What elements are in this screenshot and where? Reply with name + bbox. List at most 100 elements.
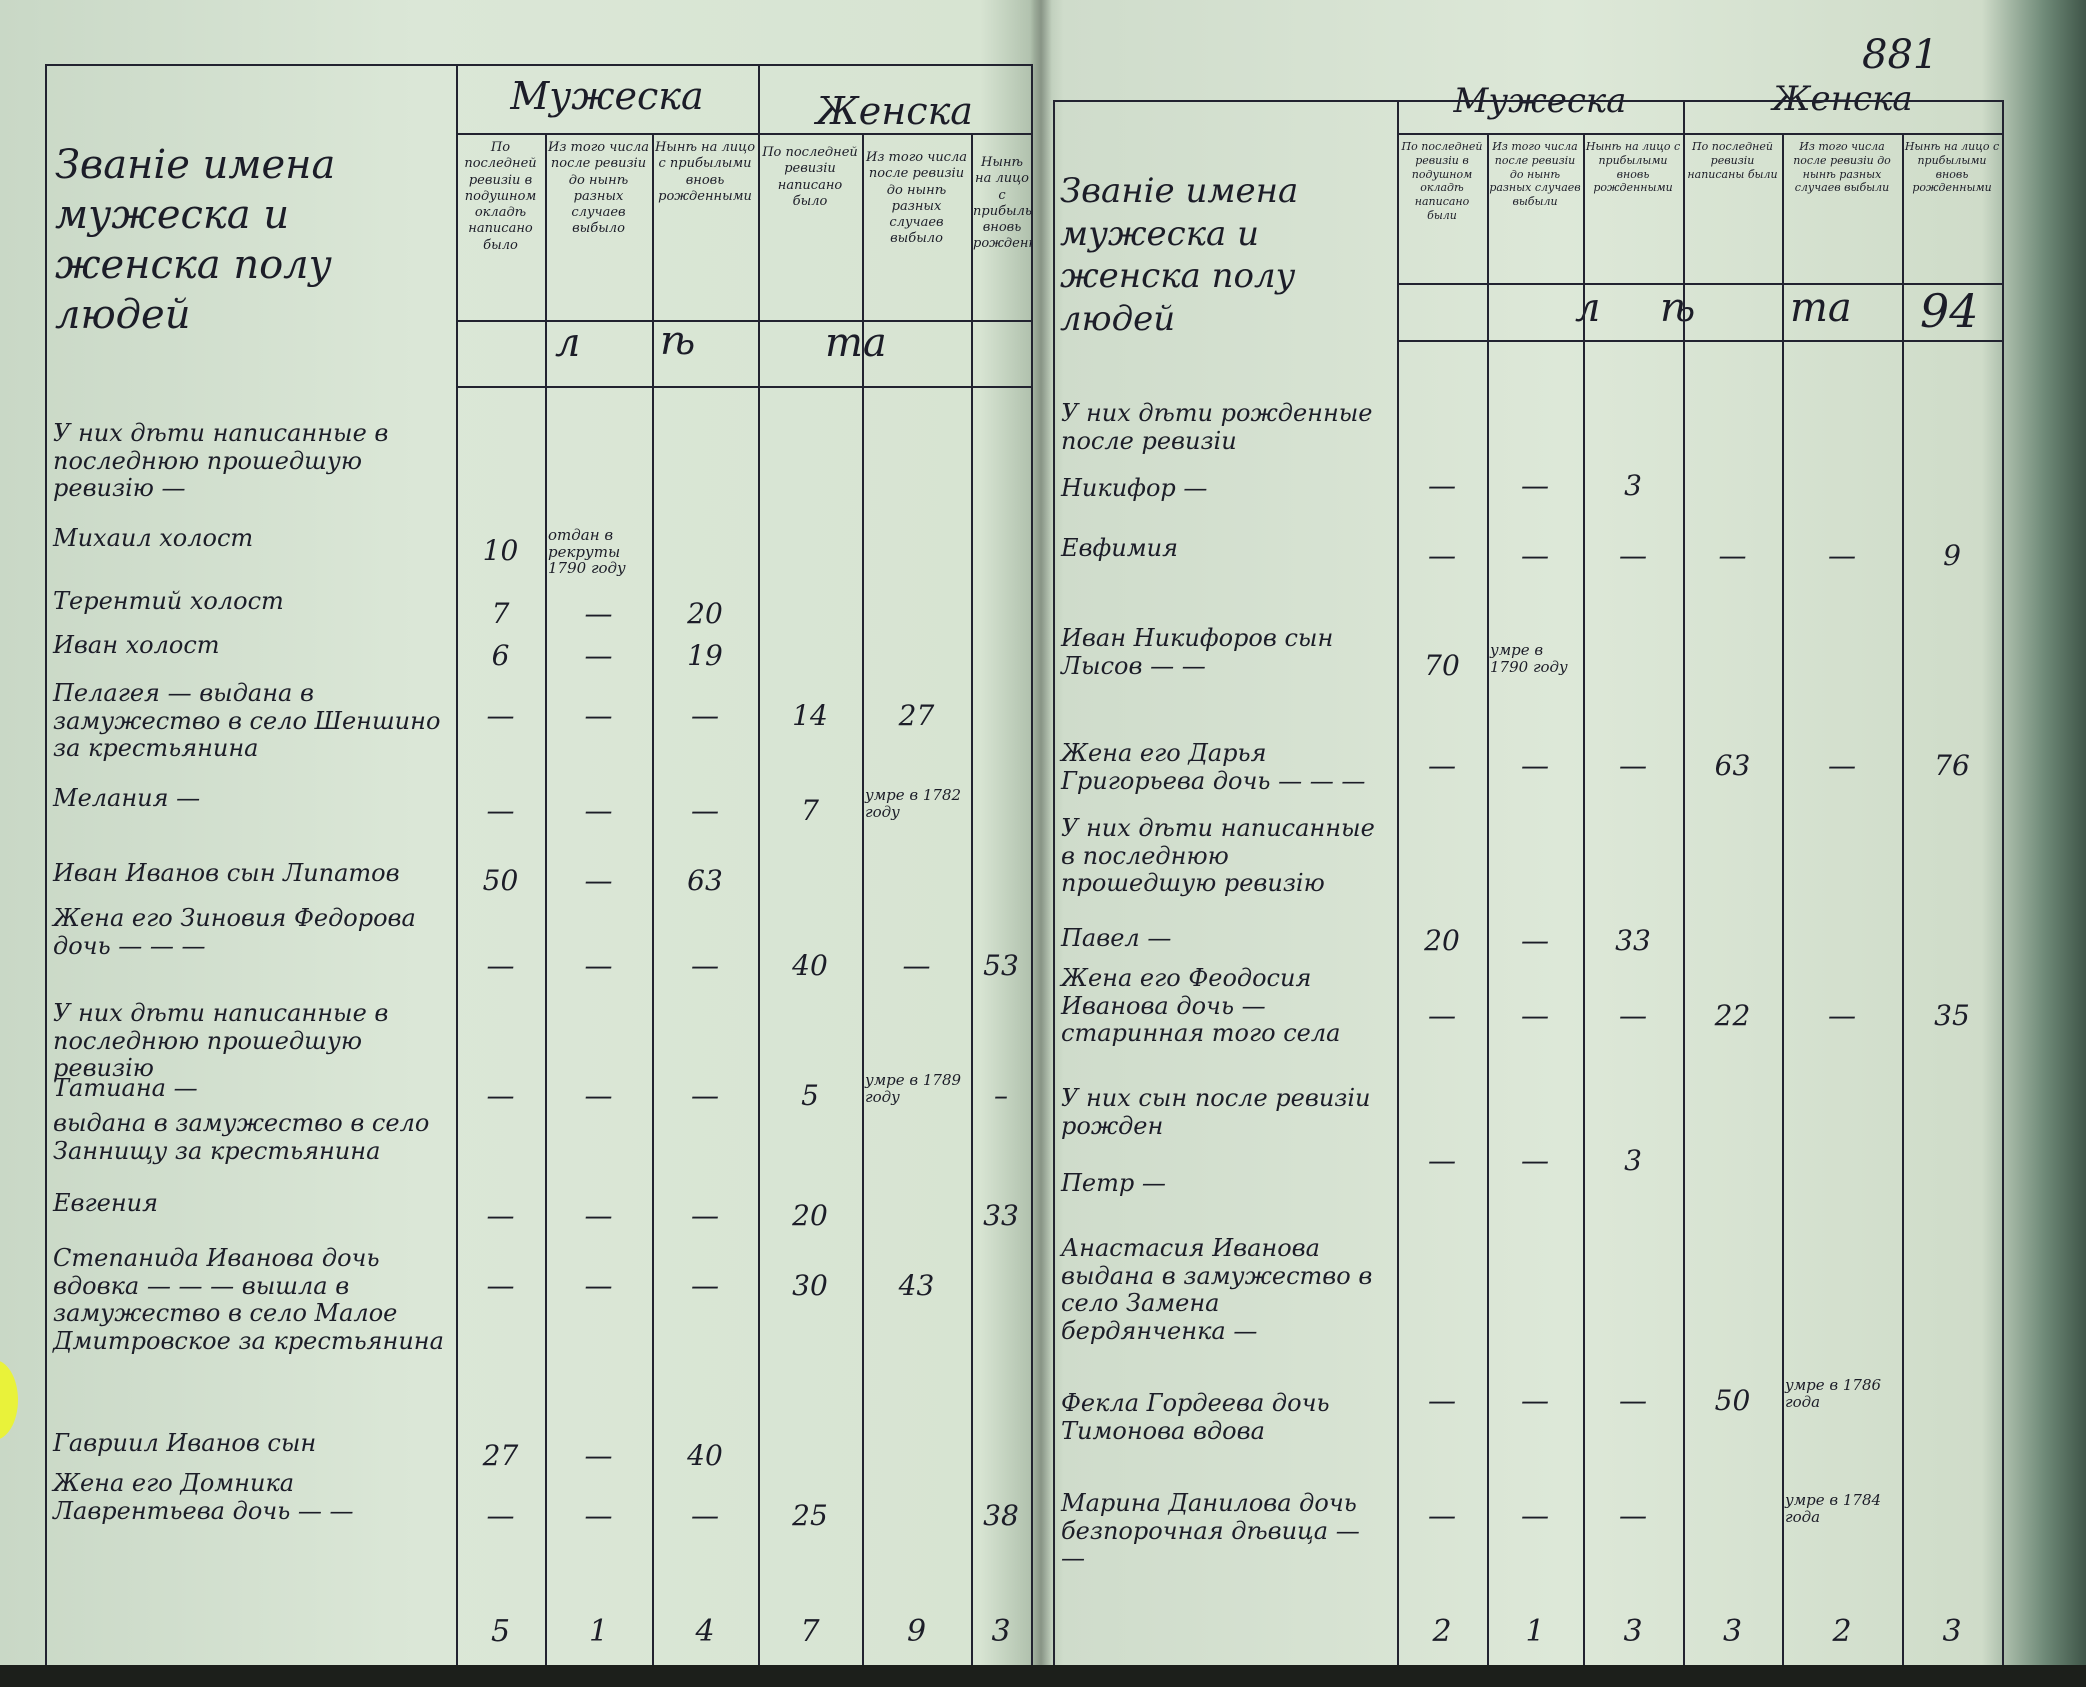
entry-value: —: [691, 1499, 719, 1532]
left-male-group-label: Мужеска: [510, 74, 704, 118]
left-outer-rule: [45, 64, 47, 1665]
entry-value: —: [486, 949, 515, 982]
entry-value: —: [1619, 539, 1647, 572]
right-column-rule: [1902, 133, 1904, 1665]
entry-name: Татиана —: [53, 1074, 198, 1102]
entry-name: Евфимия: [1061, 534, 1178, 562]
entry-value: 76: [1934, 749, 1970, 782]
entry-value: 40: [792, 949, 828, 982]
entry-name: Степанида Иванова дочь вдовка — — — вышл…: [53, 1244, 444, 1355]
entry-name: Никифор —: [1061, 474, 1208, 502]
entry-value: —: [691, 699, 719, 732]
entry-value: —: [584, 864, 613, 897]
entry-name: Гавриил Иванов сын: [53, 1429, 317, 1457]
entry-value: 20: [687, 597, 723, 630]
column-total: 2: [1432, 1614, 1452, 1649]
entry-value: 63: [687, 864, 723, 897]
right-female-col-1-header: По последней ревизіи написаны были: [1687, 140, 1778, 181]
entry-value: —: [691, 949, 719, 982]
entry-value: —: [584, 794, 613, 827]
right-column-rule: [1683, 100, 1685, 1665]
entry-value: —: [486, 1199, 515, 1232]
right-years-label-3: та: [1790, 285, 1852, 331]
entry-remark: умре в 1786 года: [1785, 1376, 1882, 1411]
entry-value: 33: [983, 1199, 1019, 1232]
left-male-col-3-header: Нынѣ на лицо с прибылыми вновь рожденным…: [654, 140, 756, 204]
entry-value: —: [1828, 539, 1856, 572]
entry-value: —: [486, 1269, 515, 1302]
entry-value: —: [584, 949, 613, 982]
entry-value: —: [1428, 539, 1456, 572]
entry-value: —: [584, 1499, 613, 1532]
right-column-rule: [1782, 133, 1784, 1665]
book-gutter: [1030, 0, 1052, 1687]
entry-name: Мелания —: [53, 784, 201, 812]
entry-value: —: [486, 794, 515, 827]
entry-value: —: [486, 1079, 515, 1112]
left-column-rule: [862, 133, 864, 1665]
entry-name: Михаил холост: [53, 524, 254, 552]
page-number: 881: [1862, 32, 1939, 78]
entry-value: 25: [792, 1499, 828, 1532]
entry-value: —: [584, 597, 613, 630]
right-years-rule: [1397, 340, 2002, 342]
column-total: 7: [800, 1614, 820, 1649]
entry-value: —: [1428, 999, 1456, 1032]
entry-value: —: [584, 1439, 613, 1472]
column-total: 3: [1942, 1614, 1962, 1649]
right-column-rule: [1397, 100, 1399, 1665]
entry-remark: умре в 1789 году: [865, 1071, 962, 1106]
entry-value: 10: [482, 534, 519, 567]
right-female-col-3-header: Нынѣ на лицо с прибылыми вновь рожденным…: [1904, 140, 2000, 195]
left-female-col-3-header: Нынѣ на лицо с прибылыми вновь рожденным…: [973, 155, 1031, 252]
column-total: 1: [1525, 1614, 1545, 1649]
entry-value: —: [1521, 999, 1549, 1032]
column-total: 2: [1832, 1614, 1852, 1649]
right-female-col-2-header: Из того числа после ревизіи до нынѣ разн…: [1793, 140, 1891, 195]
right-male-col-3-header: Нынѣ на лицо с прибылыми вновь рожденным…: [1585, 140, 1681, 195]
entry-name: У них сын после ревизіи рожден: [1061, 1084, 1371, 1140]
entry-remark: умре в 1790 году: [1490, 641, 1568, 676]
entry-value: 22: [1714, 999, 1751, 1032]
entry-value: —: [1521, 1144, 1549, 1177]
left-female-group-label: Женска: [816, 89, 973, 133]
left-column-rule: [758, 64, 760, 1665]
entry-value: —: [902, 949, 931, 982]
entry-value: —: [691, 1199, 719, 1232]
left-column-rule: [545, 133, 547, 1665]
entry-value: —: [1521, 924, 1549, 957]
entry-value: 63: [1714, 749, 1751, 782]
entry-name: Терентий холост: [53, 587, 284, 615]
right-years-label-1: л: [1575, 285, 1601, 331]
left-column-rule: [1031, 64, 1033, 1665]
left-column-rule: [456, 64, 458, 1665]
entry-name: Иван Никифоров сын Лысов — —: [1061, 624, 1334, 680]
column-total: 5: [490, 1614, 511, 1649]
right-top-rule: [1053, 100, 2002, 102]
entry-value: 70: [1424, 649, 1460, 682]
right-header-title: Званіе имена мужеска и женска полу людей: [1060, 171, 1299, 339]
entry-name: Иван Иванов сын Липатов: [53, 859, 400, 887]
entry-value: 3: [1624, 1144, 1642, 1177]
entry-value: —: [1428, 1144, 1456, 1177]
entry-value: 20: [792, 1199, 828, 1232]
right-years-number: 94: [1920, 284, 1979, 338]
entry-value: 27: [482, 1439, 519, 1472]
right-outer-rule: [1053, 100, 1055, 1665]
left-header-title: Званіе имена мужеска и женска полу людей: [55, 142, 336, 338]
left-female-col-2-header: Из того числа после ревизіи до нынѣ разн…: [865, 150, 967, 247]
entry-value: —: [1619, 999, 1647, 1032]
entry-value: —: [584, 1079, 613, 1112]
entry-value: 20: [1424, 924, 1460, 957]
entry-value: 27: [898, 699, 935, 732]
entry-value: —: [1521, 749, 1549, 782]
entry-value: —: [1619, 1499, 1647, 1532]
entry-name: выдана в замужество в село Заннищу за кр…: [53, 1109, 430, 1165]
left-top-rule: [45, 64, 1031, 66]
entry-name: У них дѣти рожденные после ревизіи: [1061, 399, 1373, 455]
entry-value: —: [584, 1269, 613, 1302]
entry-value: —: [584, 1199, 613, 1232]
yellow-marker-sticker: [0, 1360, 18, 1440]
column-total: 3: [1722, 1614, 1743, 1649]
right-male-col-2-header: Из того числа после ревизіи до нынѣ разн…: [1489, 140, 1581, 208]
